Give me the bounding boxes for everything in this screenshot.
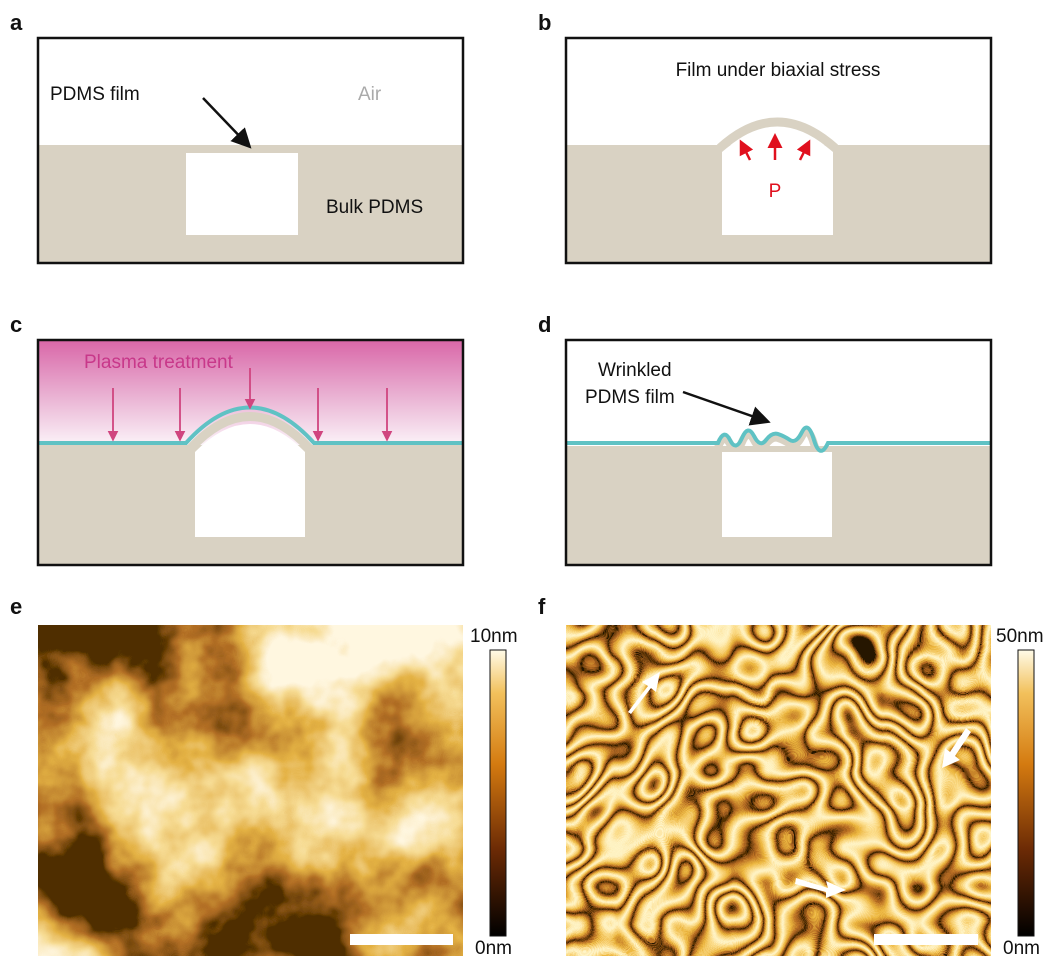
panel-label: a <box>10 10 23 35</box>
colorbar-max: 50nm <box>996 626 1044 647</box>
colorbar <box>490 650 506 936</box>
afm-image <box>38 625 463 956</box>
bulk-label: Bulk PDMS <box>326 197 423 218</box>
caption-line: Wrinkled <box>598 360 672 381</box>
arrow <box>683 392 766 421</box>
colorbar-min: 0nm <box>1003 938 1040 958</box>
afm-image <box>566 625 991 956</box>
cavity <box>195 424 305 537</box>
panel-label: e <box>10 594 22 619</box>
air-label: Air <box>358 84 382 105</box>
arrow <box>203 98 248 145</box>
cavity <box>722 452 832 537</box>
panel-label: c <box>10 312 22 337</box>
caption-line: PDMS film <box>585 387 675 408</box>
pressure-label: P <box>769 181 782 202</box>
colorbar <box>1018 650 1034 936</box>
film-label: PDMS film <box>50 84 140 105</box>
colorbar-min: 0nm <box>475 938 512 958</box>
panel-label: b <box>538 10 551 35</box>
panel-label: f <box>538 594 546 619</box>
panel-b: b Film under biaxial stress P <box>538 10 991 263</box>
panel-e: e 10nm 0nm <box>10 594 518 958</box>
figure: a PDMS film Air Bulk PDMS b Film under b… <box>0 0 1058 958</box>
scale-bar <box>350 934 453 945</box>
panel-label: d <box>538 312 551 337</box>
panel-c: c Plasma treatment <box>10 312 463 565</box>
colorbar-max: 10nm <box>470 626 518 647</box>
scale-bar <box>874 934 978 945</box>
panel-f: f 50nm 0nm <box>538 594 1044 958</box>
caption: Film under biaxial stress <box>676 60 881 81</box>
panel-d: d Wrinkled PDMS film <box>538 312 991 565</box>
caption: Plasma treatment <box>84 352 234 373</box>
panel-a: a PDMS film Air Bulk PDMS <box>10 10 463 263</box>
cavity <box>186 153 298 235</box>
